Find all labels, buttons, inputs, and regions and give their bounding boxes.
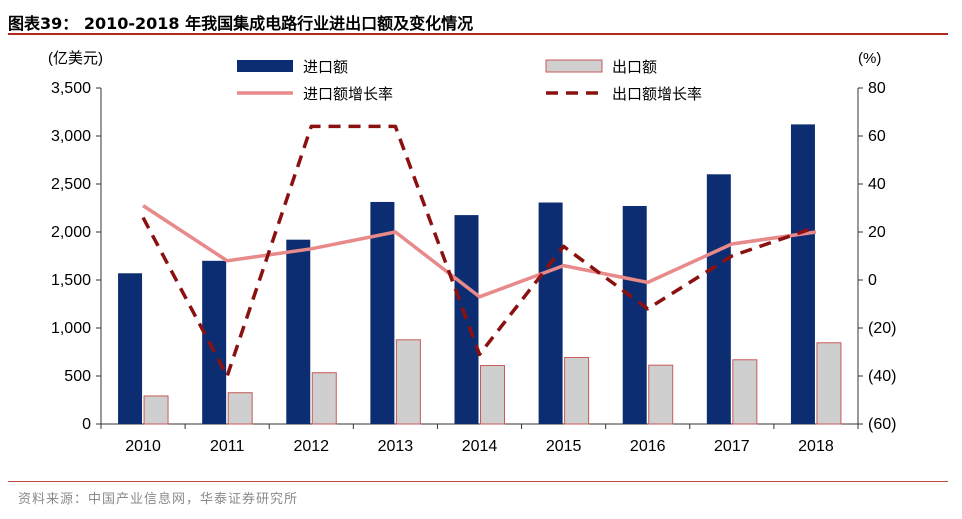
source-note: 资料来源：中国产业信息网，华泰证券研究所 — [18, 492, 299, 507]
x-tick-label: 2015 — [546, 438, 582, 455]
x-tick-label: 2014 — [462, 438, 498, 455]
right-tick-label: 20 — [868, 224, 886, 241]
legend-label: 出口额 — [612, 58, 657, 76]
right-tick-label: (40) — [868, 368, 896, 385]
legend-swatch-import — [237, 60, 293, 72]
left-tick-label: 3,000 — [51, 128, 91, 145]
export-bar — [732, 359, 758, 425]
legend-swatch-export — [545, 59, 603, 73]
legend-label: 出口额增长率 — [612, 85, 702, 103]
right-axis-unit: (%) — [858, 50, 881, 67]
x-tick-label: 2013 — [378, 438, 414, 455]
x-tick-label: 2012 — [293, 438, 329, 455]
export-growth-line — [141, 124, 817, 378]
export-bar — [143, 395, 169, 425]
left-tick-label: 0 — [82, 416, 91, 433]
right-tick-label: 40 — [868, 176, 886, 193]
left-tick-label: 1,500 — [51, 272, 91, 289]
title-bar: 图表39： 2010-2018 年我国集成电路行业进出口额及变化情况 — [8, 6, 948, 33]
right-tick-label: 0 — [868, 272, 877, 289]
legend-label: 进口额 — [303, 58, 348, 76]
import-bar — [370, 201, 395, 424]
right-tick-label: 60 — [868, 128, 886, 145]
x-tick-label: 2010 — [125, 438, 161, 455]
import-bar — [538, 202, 563, 424]
left-tick-label: 500 — [64, 368, 91, 385]
export-bar — [311, 372, 337, 425]
import-bar — [118, 273, 143, 424]
export-bar — [480, 365, 505, 425]
plot-area: 0 500 1,000 1,500 2,000 2,500 3,000 3,500 (60) (4… — [51, 80, 897, 455]
left-axis-unit: (亿美元) — [48, 50, 103, 67]
left-tick-label: 2,000 — [51, 224, 91, 241]
import-bar — [622, 205, 647, 424]
title-rule — [8, 33, 948, 35]
left-tick-label: 3,500 — [51, 80, 91, 97]
left-tick-label: 2,500 — [51, 176, 91, 193]
import-bar — [202, 260, 227, 424]
import-bar — [790, 124, 815, 424]
export-bar — [564, 356, 590, 425]
export-bar — [395, 339, 421, 425]
legend-label: 进口额增长率 — [303, 85, 393, 103]
export-bar — [816, 342, 842, 425]
import-bar — [454, 215, 479, 424]
right-tick-label: (20) — [868, 320, 896, 337]
bottom-rule — [8, 481, 948, 482]
import-bar — [286, 239, 311, 424]
figure-title: 图表39： 2010-2018 年我国集成电路行业进出口额及变化情况 — [8, 14, 474, 33]
right-tick-label: (60) — [868, 416, 896, 433]
export-bar — [227, 392, 253, 425]
export-bar — [648, 364, 674, 425]
x-tick-label: 2017 — [714, 438, 750, 455]
left-tick-label: 1,000 — [51, 320, 91, 337]
x-tick-label: 2011 — [210, 438, 245, 455]
x-tick-label: 2016 — [630, 438, 666, 455]
import-growth-line — [142, 204, 817, 299]
import-bar — [706, 174, 731, 424]
x-tick-label: 2018 — [798, 438, 834, 455]
right-tick-label: 80 — [868, 80, 886, 97]
